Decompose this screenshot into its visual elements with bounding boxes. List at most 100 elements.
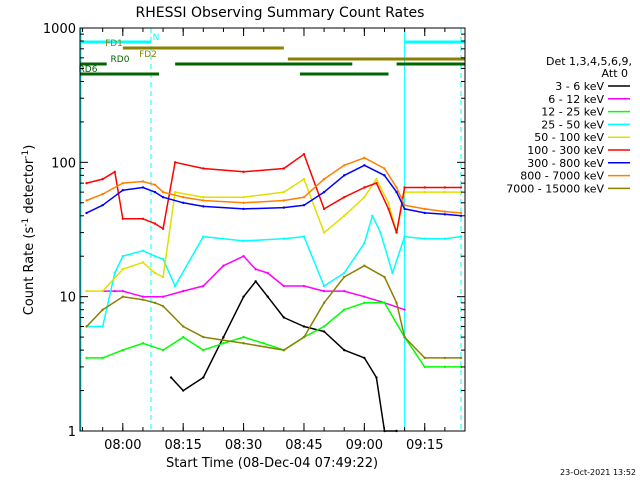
series-point: [322, 207, 326, 211]
series-point: [395, 301, 398, 305]
series-point: [343, 174, 346, 177]
series-point: [302, 152, 306, 156]
series-point: [302, 325, 306, 328]
series-point: [322, 177, 326, 181]
series-point: [403, 308, 406, 311]
series-point: [266, 295, 269, 298]
series-point: [302, 235, 306, 238]
series-point: [387, 207, 390, 211]
x-tick-label: 08:00: [104, 438, 141, 453]
series-point: [282, 237, 286, 240]
legend-label: 3 - 6 keV: [555, 80, 604, 93]
series-point: [363, 301, 366, 305]
series-point: [121, 255, 125, 258]
series-point: [322, 284, 326, 288]
series-point: [254, 280, 257, 283]
series-point: [141, 180, 145, 183]
series-point: [181, 335, 185, 339]
series-point: [343, 289, 346, 293]
series-point: [383, 301, 386, 305]
series-point: [161, 190, 165, 194]
series-point: [85, 356, 88, 360]
series-point: [282, 167, 286, 170]
series-point: [242, 207, 245, 211]
series-point: [173, 190, 177, 194]
legend-label: 100 - 300 keV: [527, 144, 604, 157]
legend-label: 800 - 7000 keV: [520, 170, 604, 183]
series-point: [161, 348, 165, 352]
series-point: [363, 356, 366, 360]
series-point: [181, 325, 185, 328]
series-point: [181, 389, 185, 392]
series-point: [395, 231, 398, 234]
series-point: [161, 227, 165, 231]
series-point: [403, 203, 406, 207]
series-line-2: [86, 302, 461, 368]
series-point: [173, 161, 177, 164]
series-point: [161, 295, 165, 298]
x-tick-label: 09:00: [346, 438, 383, 453]
series-point: [181, 201, 185, 204]
series-point: [113, 170, 116, 174]
flag-label-fd1: FD1: [105, 39, 123, 49]
series-point: [443, 210, 447, 213]
series-point: [121, 181, 125, 185]
flag-label-rd0: RD0: [111, 55, 130, 65]
series-point: [322, 330, 326, 333]
y-tick-label: 1000: [43, 22, 76, 37]
series-point: [375, 376, 378, 379]
series-point: [371, 214, 374, 217]
series-point: [302, 335, 306, 339]
series-line-3: [86, 215, 462, 328]
series-point: [153, 301, 157, 305]
series-point: [202, 196, 205, 199]
series-point: [423, 190, 426, 194]
series-point: [459, 235, 463, 238]
series-point: [141, 217, 145, 220]
series-point: [282, 284, 286, 288]
series-point: [242, 239, 245, 243]
series-point: [403, 186, 406, 189]
legend-label: 12 - 25 keV: [541, 106, 604, 119]
series-point: [242, 196, 245, 199]
series-point: [202, 348, 205, 352]
series-point: [141, 186, 145, 189]
series-point: [85, 199, 88, 202]
series-point: [161, 196, 165, 199]
y-tick-label: 10: [59, 291, 76, 306]
flag-bars: N FD1 FD2 RD0 RD6: [79, 33, 465, 76]
series-point: [282, 316, 286, 319]
series-point: [383, 275, 386, 279]
series-point: [423, 356, 426, 360]
legend-header-line2: Att 0: [602, 67, 628, 80]
series-point: [181, 196, 185, 199]
series-point: [403, 335, 406, 339]
series-point: [423, 211, 426, 215]
series-point: [343, 164, 346, 167]
series-point: [121, 295, 125, 298]
x-tick-label: 08:15: [164, 438, 201, 453]
series-point: [403, 235, 406, 238]
y-tick-label: 1: [68, 425, 76, 440]
series-point: [121, 348, 125, 352]
series-point: [101, 203, 104, 207]
series-point: [141, 261, 145, 264]
series-point: [121, 189, 125, 192]
series-point: [395, 190, 398, 194]
y-axis-label: Count Rate (s-1 detector-1): [21, 145, 37, 316]
x-axis-label: Start Time (08-Dec-04 07:49:22): [166, 456, 378, 471]
series-point: [282, 348, 286, 352]
series-lines: [85, 152, 463, 433]
flag-label-rd6: RD6: [79, 65, 98, 75]
series-point: [121, 289, 125, 293]
series-point: [141, 295, 145, 298]
series-point: [363, 164, 366, 167]
series-point: [459, 186, 463, 189]
x-tick-label: 08:45: [285, 438, 322, 453]
plot-frame: [79, 27, 466, 432]
timestamp: 23-Oct-2021 13:52: [560, 468, 636, 477]
series-point: [443, 237, 447, 240]
series-point: [459, 365, 463, 369]
